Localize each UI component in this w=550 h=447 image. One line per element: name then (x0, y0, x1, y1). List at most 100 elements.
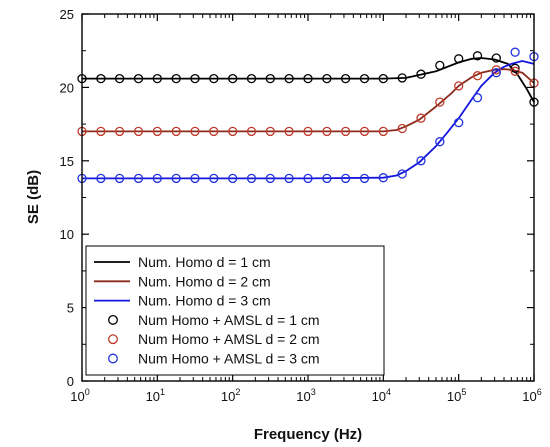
series-marker (340, 126, 351, 137)
series-marker (416, 156, 426, 166)
x-tick-label: 102 (221, 387, 240, 404)
series-marker (303, 126, 313, 137)
x-tick-label-exponent: 2 (235, 387, 240, 397)
series-line (82, 60, 535, 180)
series-marker (190, 126, 200, 137)
series-marker (265, 73, 275, 84)
x-tick-label-base: 10 (146, 389, 160, 404)
series-marker (133, 173, 144, 184)
series-marker (435, 137, 445, 147)
series-marker (472, 51, 483, 61)
series-marker (96, 126, 106, 137)
y-axis-title: SE (dB) (25, 170, 42, 224)
x-tick-label: 101 (146, 387, 165, 404)
series-marker (322, 73, 332, 84)
x-tick-label: 104 (372, 387, 391, 404)
series-marker (114, 126, 125, 137)
x-tick-label-base: 10 (522, 389, 536, 404)
y-tick-label: 15 (60, 154, 74, 169)
series-marker (322, 126, 332, 137)
series-marker (454, 54, 464, 64)
series-marker (510, 47, 520, 57)
legend-label: Num Homo + AMSL d = 2 cm (138, 331, 320, 347)
series-marker (96, 73, 106, 84)
series-marker (340, 73, 351, 84)
series-marker (190, 73, 200, 84)
series-marker (228, 173, 238, 184)
x-tick-label-base: 10 (372, 389, 386, 404)
series-marker (152, 126, 162, 137)
x-tick-label-base: 10 (447, 389, 461, 404)
series-marker (209, 73, 219, 84)
y-tick-label: 25 (60, 7, 74, 22)
series-marker (133, 126, 144, 137)
series-marker (472, 71, 483, 81)
series-marker (472, 93, 483, 103)
series-marker (152, 73, 162, 84)
legend-label: Num. Homo d = 3 cm (138, 293, 271, 309)
series-marker (228, 126, 238, 137)
series-marker (171, 173, 181, 184)
series-marker (152, 173, 162, 184)
series-marker (510, 66, 520, 76)
series-marker (114, 73, 125, 84)
x-tick-label-base: 10 (70, 389, 84, 404)
series-marker (190, 173, 200, 184)
legend-label: Num. Homo d = 2 cm (138, 273, 271, 289)
series-marker (378, 126, 388, 137)
x-tick-label-exponent: 1 (160, 387, 165, 397)
y-tick-label: 20 (60, 80, 74, 95)
series-marker (491, 68, 501, 78)
x-tick-label: 106 (522, 387, 541, 404)
y-tick-label: 0 (67, 374, 74, 389)
series-marker (359, 73, 370, 84)
series-marker (265, 173, 275, 184)
series-marker (96, 173, 106, 184)
legend: Num. Homo d = 1 cm Num. Homo d = 2 cm Num.… (85, 245, 385, 376)
legend-box (85, 245, 385, 376)
series-marker (454, 117, 464, 128)
series-marker (510, 63, 520, 73)
series-marker (454, 81, 464, 91)
x-tick-label-base: 10 (221, 389, 235, 404)
x-tick-label: 105 (447, 387, 466, 404)
series-marker (340, 173, 351, 184)
legend-label: Num Homo + AMSL d = 1 cm (138, 312, 320, 328)
series-marker (491, 53, 501, 63)
x-axis-ticks: 100 101 102 103 104 105 106 (70, 14, 542, 404)
series-marker (228, 73, 238, 84)
series-marker (133, 73, 144, 84)
series-marker (284, 73, 294, 84)
series-marker (284, 173, 294, 184)
series-marker (378, 173, 388, 183)
series-marker (303, 173, 313, 184)
series-marker (246, 126, 257, 137)
x-tick-label-exponent: 6 (537, 387, 542, 397)
series-marker (209, 126, 219, 137)
series-marker (284, 126, 294, 137)
series-marker (378, 73, 388, 84)
series-marker (416, 69, 426, 79)
series-marker (397, 123, 407, 134)
x-tick-label: 100 (70, 387, 89, 404)
series-marker (435, 60, 445, 71)
y-axis-ticks: 0 5 10 15 20 25 (60, 7, 534, 389)
legend-label: Num. Homo d = 1 cm (138, 254, 271, 270)
x-tick-label-base: 10 (296, 389, 310, 404)
x-tick-label-exponent: 4 (386, 387, 391, 397)
series-marker (322, 173, 332, 184)
y-tick-label: 10 (60, 227, 74, 242)
series-marker (435, 97, 445, 107)
series-marker (171, 73, 181, 84)
y-tick-label: 5 (67, 301, 74, 316)
x-tick-label-exponent: 3 (311, 387, 316, 397)
series-marker (246, 73, 257, 84)
x-axis-title: Frequency (Hz) (254, 426, 362, 443)
series-marker (491, 65, 501, 75)
series-marker (265, 126, 275, 137)
legend-swatch-marker (108, 353, 118, 364)
series-marker (246, 173, 257, 184)
x-tick-label-exponent: 5 (461, 387, 466, 397)
legend-swatch-marker (108, 314, 118, 325)
